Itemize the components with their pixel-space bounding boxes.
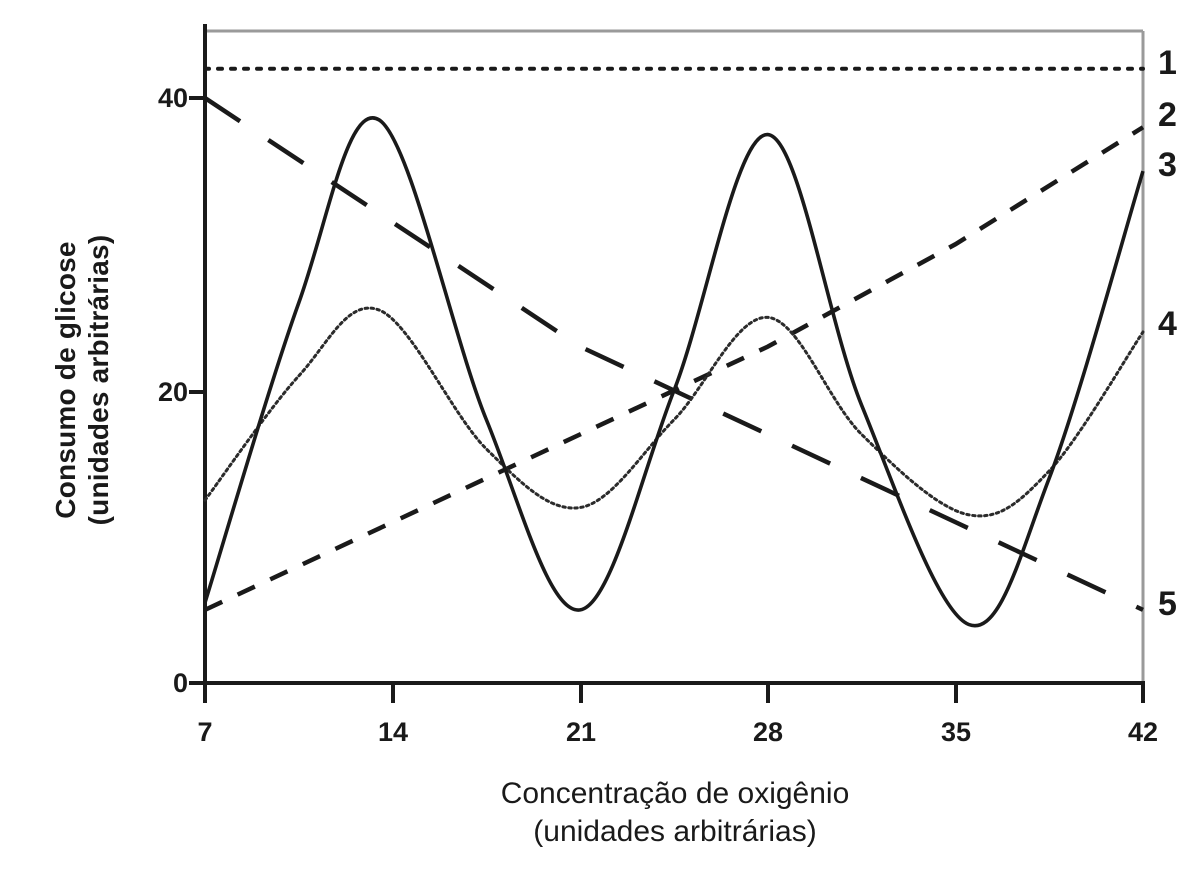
y-tick-label-40: 40	[157, 83, 188, 113]
series-label-2: 2	[1158, 96, 1177, 134]
x-axis-title-line1: Concentração de oxigênio	[500, 777, 850, 810]
series-label-4: 4	[1158, 305, 1177, 343]
series-label-1: 1	[1158, 44, 1177, 82]
series-3-curve	[203, 116, 1145, 628]
x-tick-label-7: 7	[197, 717, 213, 747]
x-axis-title-line2: (unidades arbitrárias)	[533, 814, 817, 848]
x-tick-label-21: 21	[565, 717, 597, 747]
x-axis-title: Concentração de oxigênio (unidades arbit…	[200, 775, 1150, 850]
y-tick-label-20: 20	[157, 377, 188, 407]
x-tick-label-14: 14	[377, 717, 409, 747]
y-tick-label-0: 0	[172, 668, 188, 698]
series-label-3: 3	[1158, 146, 1177, 184]
series-4-curve	[203, 306, 1145, 518]
series-label-5: 5	[1158, 585, 1177, 623]
series-5-curve	[204, 125, 1145, 612]
x-tick-label-28: 28	[752, 717, 784, 747]
x-tick-label-35: 35	[940, 717, 972, 747]
x-tick-label-42: 42	[1127, 717, 1159, 747]
series-2-curve	[203, 96, 1144, 612]
